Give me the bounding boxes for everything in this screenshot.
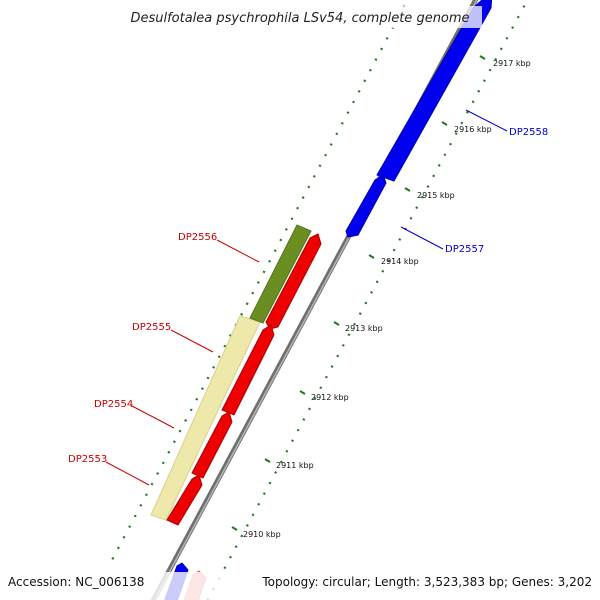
ruler-track-inner xyxy=(111,0,409,561)
leader-dp2558 xyxy=(465,109,508,132)
tick-label-2912: 2912 kbp xyxy=(311,393,349,402)
genes-group xyxy=(164,0,493,600)
ruler-tick-2915 xyxy=(404,187,411,192)
leader-dp2557 xyxy=(400,226,444,250)
ruler-track-outer xyxy=(206,0,529,600)
ruler-tick-2911 xyxy=(264,458,271,463)
tick-label-2916: 2916 kbp xyxy=(454,125,492,134)
gene-arrow-dp2554[interactable] xyxy=(191,411,233,479)
gene-arrow-dp2553[interactable] xyxy=(166,474,203,526)
leader-dp2553 xyxy=(105,461,150,486)
ruler-tick-2910 xyxy=(231,526,238,531)
tick-label-2915: 2915 kbp xyxy=(417,191,455,200)
tick-label-2917: 2917 kbp xyxy=(493,59,531,68)
ruler-tick-2917 xyxy=(479,55,486,60)
footer-backdrop xyxy=(0,572,600,600)
olive-feature-bar xyxy=(249,224,312,324)
feature-track-group xyxy=(150,224,312,521)
ruler-tick-2913 xyxy=(333,321,340,326)
accession-text: Accession: NC_006138 xyxy=(8,575,144,589)
leader-dp2556 xyxy=(216,239,260,263)
tick-label-2911: 2911 kbp xyxy=(276,461,314,470)
title-backdrop xyxy=(120,6,482,28)
gene-arrow-dp2555[interactable] xyxy=(221,324,275,416)
label-dp2558[interactable]: DP2558 xyxy=(509,127,548,138)
ruler-tick-2916 xyxy=(441,121,448,126)
ruler-tick-2914 xyxy=(368,254,375,259)
pale-feature-bar xyxy=(150,315,261,521)
ruler-major-ticks xyxy=(231,55,486,531)
label-dp2555[interactable]: DP2555 xyxy=(132,322,171,333)
leader-dp2554 xyxy=(131,405,175,429)
ruler-tick-2912 xyxy=(299,390,306,395)
label-dp2554[interactable]: DP2554 xyxy=(94,399,133,410)
ruler-tick-labels: 2910 kbp 2911 kbp 2912 kbp 2913 kbp 2914… xyxy=(243,59,531,539)
tick-label-2910: 2910 kbp xyxy=(243,530,281,539)
ruler-group: 2910 kbp 2911 kbp 2912 kbp 2913 kbp 2914… xyxy=(111,0,531,600)
gene-arrow-dp2557[interactable] xyxy=(345,174,387,238)
tick-label-2914: 2914 kbp xyxy=(381,257,419,266)
leader-dp2555 xyxy=(170,329,214,353)
genome-summary-text: Topology: circular; Length: 3,523,383 bp… xyxy=(261,575,592,589)
label-dp2557[interactable]: DP2557 xyxy=(445,244,484,255)
label-dp2553[interactable]: DP2553 xyxy=(68,454,107,465)
tick-label-2913: 2913 kbp xyxy=(345,324,383,333)
map-title: Desulfotalea psychrophila LSv54, complet… xyxy=(130,11,469,26)
label-dp2556[interactable]: DP2556 xyxy=(178,232,217,243)
labels-group: DP2558 DP2557 DP2556 DP2555 DP2554 DP255… xyxy=(68,109,548,486)
